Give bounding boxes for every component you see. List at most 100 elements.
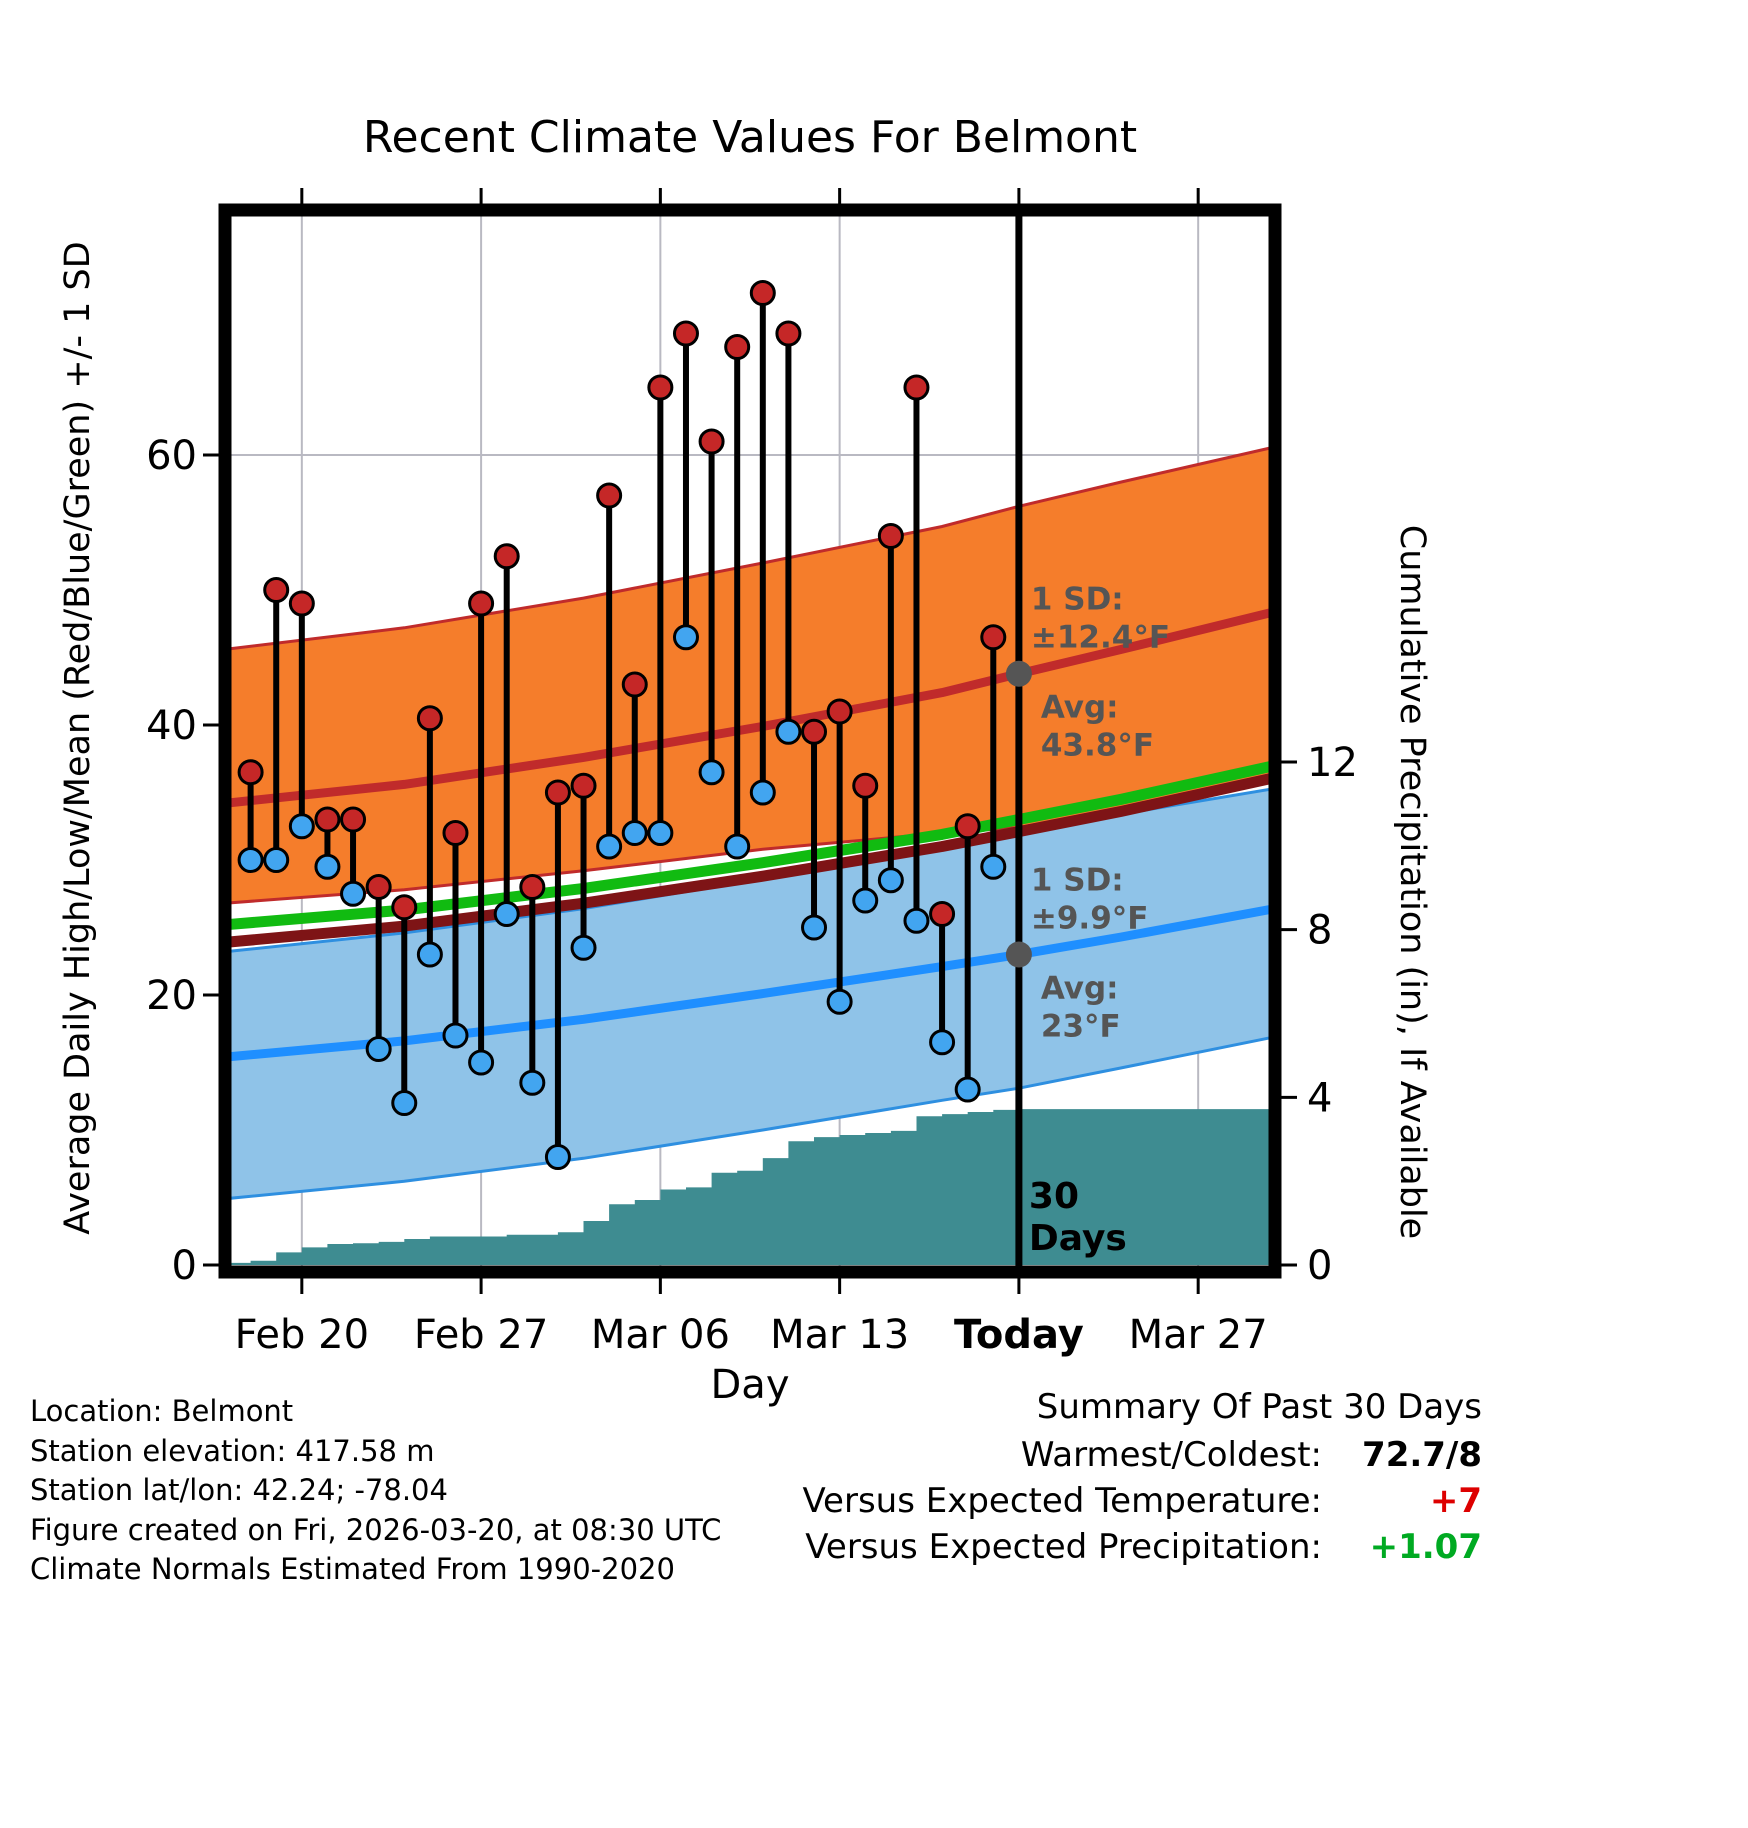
low-annotation-avg-value: 23°F <box>1041 1009 1121 1045</box>
high-annotation-avg-dot <box>1005 660 1032 687</box>
y-right-tick-label: 8 <box>1307 908 1332 954</box>
daily-low-dot <box>442 1022 469 1049</box>
daily-high-dot <box>672 320 699 347</box>
daily-high-dot <box>724 334 751 360</box>
high-annotation-avg-value: 43.8°F <box>1041 728 1154 764</box>
daily-high-dot <box>442 820 469 846</box>
chart-title: Recent Climate Values For Belmont <box>362 112 1138 163</box>
mean-lower-line <box>224 772 1277 948</box>
daily-high-dot <box>877 523 904 549</box>
daily-low-dot <box>903 907 930 934</box>
daily-low-dot <box>314 853 341 880</box>
daily-high-dot <box>980 624 1007 651</box>
daily-low-dot <box>468 1049 495 1076</box>
daily-high-dot <box>852 772 879 799</box>
daily-high-dot <box>468 590 495 617</box>
daily-high-dot <box>237 759 264 786</box>
today-span-label: 30 <box>1029 1176 1079 1217</box>
mean-line <box>224 760 1277 931</box>
station-info-block: Location: Belmont Station elevation: 417… <box>30 1392 721 1590</box>
summary-label: Warmest/Coldest: <box>1020 1435 1322 1475</box>
daily-high-dot <box>391 894 418 921</box>
daily-low-dot <box>416 941 443 968</box>
station-location: Location: Belmont <box>30 1394 294 1428</box>
y-axis-label-right: Cumulative Precipitation (in), If Availa… <box>1392 524 1432 1240</box>
daily-low-dot <box>237 847 264 873</box>
daily-low-dot <box>826 988 853 1015</box>
summary-row-warmest-coldest: Warmest/Coldest: 72.7/8 <box>802 1432 1482 1478</box>
daily-low-dot <box>980 853 1007 880</box>
daily-low-dot <box>852 887 879 914</box>
daily-low-dot <box>340 880 367 907</box>
daily-high-dot <box>749 280 776 306</box>
high-annotation-sd-value: ±12.4°F <box>1031 620 1170 656</box>
daily-low-dot <box>493 901 520 927</box>
daily-high-dot <box>314 806 341 833</box>
daily-low-dot <box>544 1144 571 1170</box>
daily-low-dot <box>288 813 315 840</box>
y-left-tick-label: 0 <box>172 1243 197 1289</box>
low-annotation-sd-value: ±9.9°F <box>1031 901 1149 937</box>
daily-low-dot <box>775 718 802 745</box>
daily-low-dot <box>724 833 751 860</box>
daily-high-dot <box>954 813 981 840</box>
daily-high-dot <box>929 901 956 927</box>
y-left-tick-label: 40 <box>146 703 197 749</box>
station-latlon: Station lat/lon: 42.24; -78.04 <box>30 1473 448 1507</box>
x-tick-label: Today <box>954 1312 1084 1358</box>
daily-low-dot <box>877 867 904 894</box>
daily-high-dot <box>903 374 930 401</box>
climate-normals-note: Climate Normals Estimated From 1990-2020 <box>30 1552 675 1586</box>
daily-high-dot <box>493 543 520 570</box>
y-right-tick-label: 0 <box>1307 1243 1332 1289</box>
daily-low-dot <box>570 934 597 961</box>
cumulative-precip-area <box>225 1109 1275 1265</box>
x-tick-label: Feb 20 <box>235 1312 369 1358</box>
daily-low-dot <box>929 1029 956 1056</box>
daily-low-dot <box>954 1076 981 1103</box>
low-annotation-avg-label: Avg: <box>1041 971 1119 1007</box>
summary-row-vs-temperature: Versus Expected Temperature: +7 <box>802 1478 1482 1524</box>
daily-high-dot <box>826 698 853 725</box>
daily-high-dot <box>647 374 674 401</box>
daily-high-dot <box>365 874 392 900</box>
daily-high-dot <box>775 320 802 347</box>
plot-frame <box>218 203 1282 1279</box>
summary-value: +1.07 <box>1369 1527 1482 1567</box>
daily-high-dot <box>621 671 648 698</box>
daily-low-dot <box>801 914 828 941</box>
daily-low-dot <box>263 847 290 873</box>
daily-high-dot <box>340 806 367 833</box>
summary-value: +7 <box>1429 1481 1482 1521</box>
low-annotation-avg-dot <box>1005 941 1032 968</box>
daily-low-dot <box>621 820 648 846</box>
x-tick-label: Mar 27 <box>1129 1312 1268 1358</box>
y-right-tick-label: 4 <box>1307 1075 1332 1121</box>
y-axis-label-left: Average Daily High/Low/Mean (Red/Blue/Gr… <box>58 241 98 1235</box>
summary-title: Summary Of Past 30 Days <box>1036 1387 1482 1427</box>
x-axis-label: Day <box>710 1362 790 1408</box>
summary-value: 72.7/8 <box>1362 1435 1482 1475</box>
y-left-tick-label: 20 <box>146 973 197 1019</box>
summary-label: Versus Expected Temperature: <box>802 1481 1322 1521</box>
low-annotation-sd-label: 1 SD: <box>1031 863 1124 899</box>
summary-row-vs-precipitation: Versus Expected Precipitation: +1.07 <box>802 1524 1482 1570</box>
daily-low-dot <box>672 624 699 651</box>
daily-low-dot <box>391 1090 418 1116</box>
daily-high-dot <box>570 772 597 799</box>
daily-high-dot <box>596 482 623 509</box>
high-annotation-sd-label: 1 SD: <box>1031 582 1124 618</box>
daily-high-dot <box>416 705 443 732</box>
station-elevation: Station elevation: 417.58 m <box>30 1433 435 1468</box>
daily-low-dot <box>698 759 725 786</box>
y-right-tick-label: 12 <box>1307 740 1358 786</box>
figure-created: Figure created on Fri, 2026-03-20, at 08… <box>30 1512 722 1547</box>
daily-high-dot <box>698 428 725 455</box>
avg-low-line <box>224 904 1276 1062</box>
daily-low-dot <box>596 833 623 860</box>
today-span-label: Days <box>1029 1218 1127 1259</box>
high-annotation-avg-label: Avg: <box>1041 690 1119 726</box>
x-tick-label: Feb 27 <box>414 1312 548 1358</box>
daily-low-dot <box>749 779 776 806</box>
